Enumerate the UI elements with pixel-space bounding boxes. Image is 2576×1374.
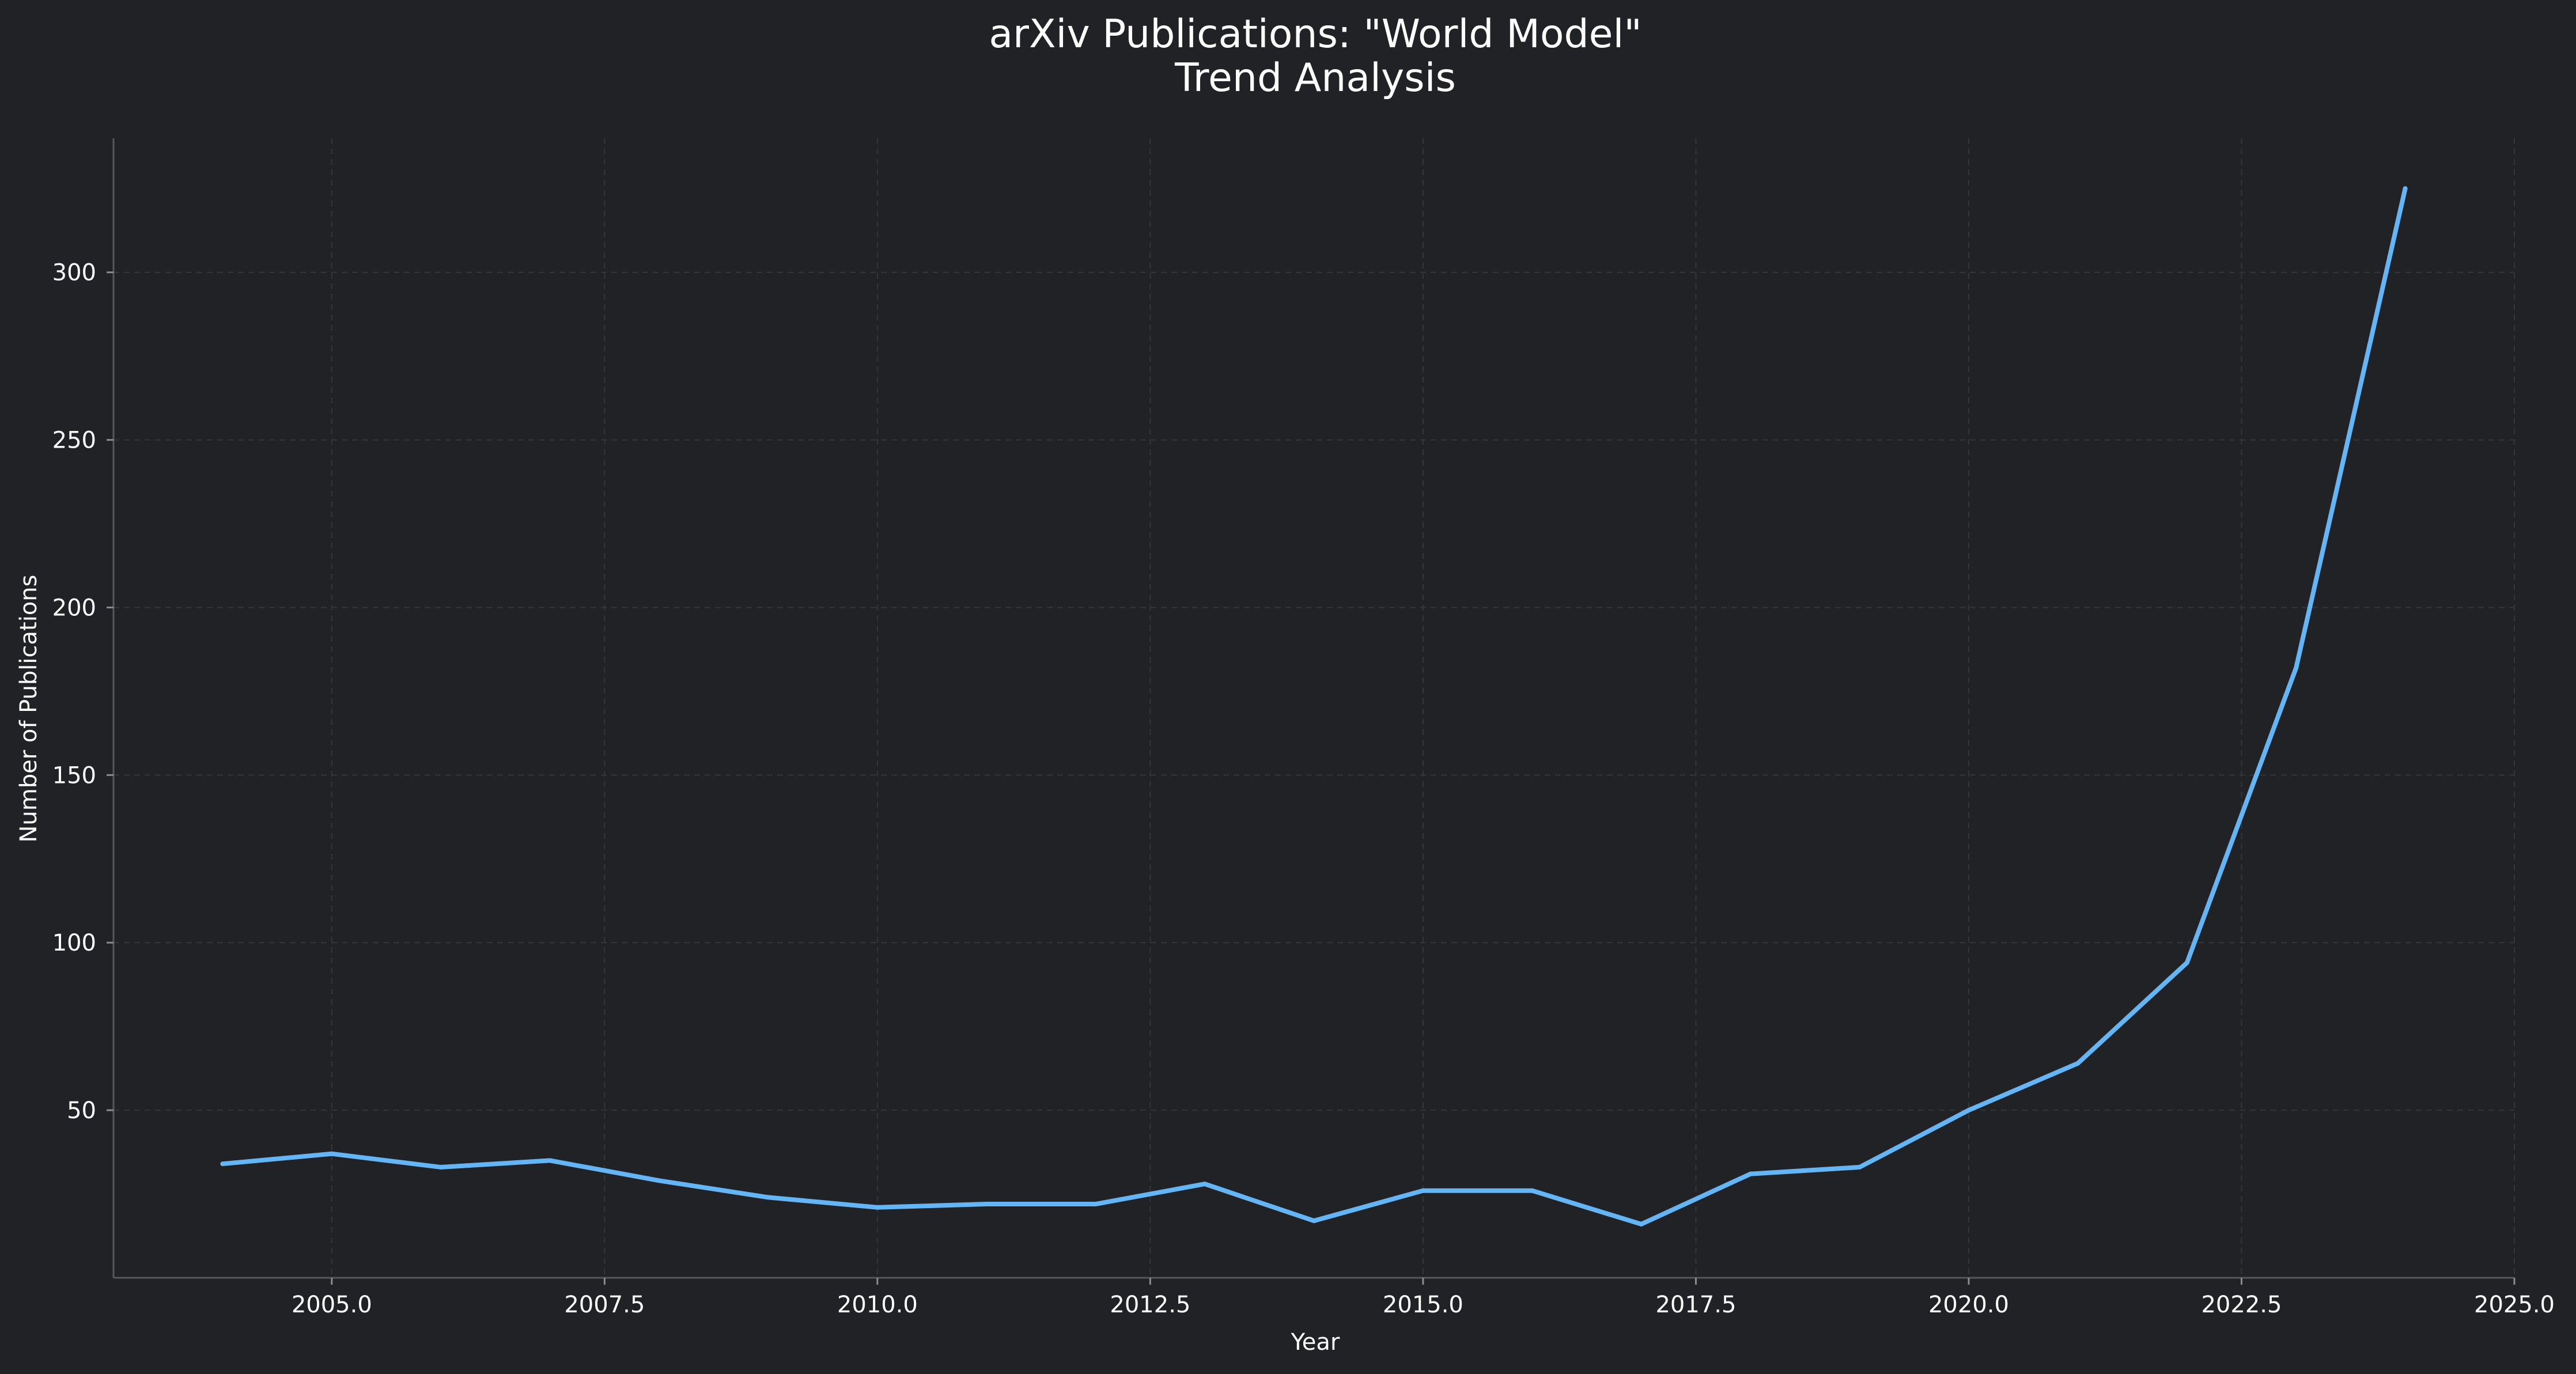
chart-title-line-2: Trend Analysis (1174, 55, 1456, 101)
data-point (220, 1161, 225, 1167)
data-point (438, 1165, 444, 1170)
axes (112, 138, 2514, 1279)
y-axis-label: Number of Publications (16, 574, 42, 842)
chart-title-line-1: arXiv Publications: "World Model" (989, 12, 1641, 57)
x-tick-label: 2010.0 (837, 1292, 918, 1318)
x-tick-label: 2017.5 (1655, 1292, 1736, 1318)
data-point (2294, 665, 2299, 671)
x-tick-label: 2007.5 (564, 1292, 645, 1318)
data-point (1530, 1188, 1535, 1193)
x-tick-label: 2005.0 (292, 1292, 372, 1318)
data-point (2403, 186, 2408, 191)
data-point (1748, 1171, 1753, 1176)
y-tick-label: 300 (52, 260, 96, 286)
data-point (1966, 1108, 1971, 1113)
data-point (766, 1195, 771, 1200)
x-tick-label: 2025.0 (2474, 1292, 2555, 1318)
grid (114, 138, 2515, 1278)
data-point (875, 1205, 880, 1210)
y-tick-label: 100 (52, 930, 96, 956)
data-point (1857, 1165, 1862, 1170)
x-tick-label: 2020.0 (1928, 1292, 2009, 1318)
x-axis-label: Year (1291, 1329, 1340, 1356)
data-point (1093, 1202, 1098, 1207)
y-tick-label: 250 (52, 427, 96, 454)
series-layer (220, 186, 2408, 1227)
data-point (2075, 1061, 2081, 1066)
data-point (1311, 1218, 1317, 1224)
y-tick-label: 200 (52, 595, 96, 621)
data-point (547, 1158, 553, 1163)
data-point (1420, 1188, 1425, 1193)
x-tick-label: 2012.5 (1110, 1292, 1190, 1318)
ticks: 2005.0 2007.5 2010.0 2012.5 2015.0 2017.5 2020… (52, 260, 2555, 1318)
x-tick-label: 2015.0 (1383, 1292, 1463, 1318)
data-point (329, 1151, 334, 1156)
data-point (657, 1178, 662, 1183)
y-tick-label: 150 (52, 762, 96, 789)
series-line (220, 186, 2408, 1227)
data-point (1639, 1221, 1644, 1227)
y-tick-label: 50 (67, 1097, 96, 1124)
data-point (2184, 960, 2189, 966)
data-point (1202, 1182, 1208, 1187)
data-point (984, 1202, 989, 1207)
x-tick-label: 2022.5 (2201, 1292, 2282, 1318)
